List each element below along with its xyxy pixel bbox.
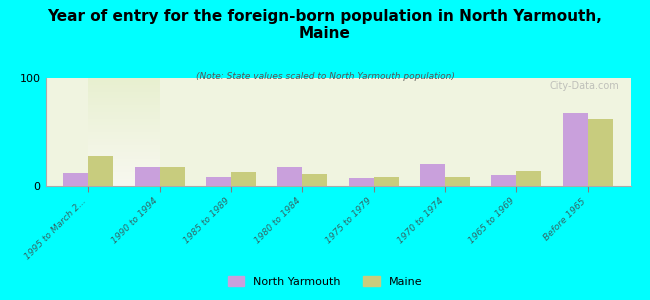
Bar bbox=[135, 167, 160, 186]
Bar bbox=[491, 175, 516, 186]
Bar bbox=[160, 167, 185, 186]
Text: Year of entry for the foreign-born population in North Yarmouth,
Maine: Year of entry for the foreign-born popul… bbox=[47, 9, 603, 41]
Bar bbox=[88, 156, 113, 186]
Bar bbox=[588, 119, 613, 186]
Bar bbox=[374, 177, 398, 186]
Text: City-Data.com: City-Data.com bbox=[549, 81, 619, 91]
Legend: North Yarmouth, Maine: North Yarmouth, Maine bbox=[224, 272, 426, 291]
Bar bbox=[445, 177, 470, 186]
Bar bbox=[278, 167, 302, 186]
Bar bbox=[420, 164, 445, 186]
Bar bbox=[63, 173, 88, 186]
Bar bbox=[302, 174, 328, 186]
Bar bbox=[348, 178, 374, 186]
Bar bbox=[206, 177, 231, 186]
Bar bbox=[231, 172, 256, 186]
Bar bbox=[563, 112, 588, 186]
Text: (Note: State values scaled to North Yarmouth population): (Note: State values scaled to North Yarm… bbox=[196, 72, 454, 81]
Bar bbox=[516, 171, 541, 186]
